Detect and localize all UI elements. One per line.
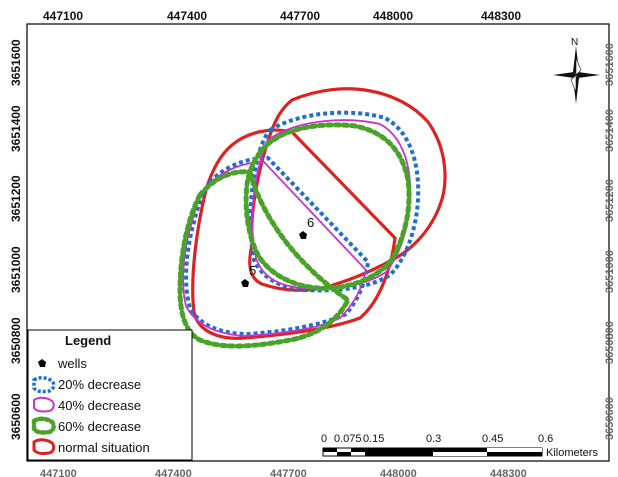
legend-label: wells	[57, 356, 87, 371]
legend-label: normal situation	[58, 440, 150, 455]
y-tick-left: 3650800	[9, 317, 23, 364]
forty-percent-zone-west	[182, 161, 367, 337]
north-label: N	[571, 37, 578, 48]
x-tick-top: 448000	[373, 9, 413, 23]
x-tick-bottom: 447100	[40, 468, 77, 477]
red-polygon-icon	[32, 438, 56, 456]
normal-situation-zone-west	[191, 128, 397, 340]
x-tick-bottom: 447400	[155, 468, 192, 477]
x-tick-bottom: 447700	[270, 468, 307, 477]
y-tick-left: 3651400	[9, 105, 23, 152]
legend-label: 40% decrease	[58, 398, 141, 413]
well-point-icon	[38, 359, 46, 367]
scale-tick-label: 0.15	[363, 433, 384, 445]
y-tick-right: 3650800	[604, 321, 616, 364]
twenty-percent-zone-east	[248, 110, 421, 293]
green-dotted-polygon-icon	[31, 416, 56, 435]
scale-tick-label: 0.075	[334, 433, 362, 445]
y-tick-right: 3651400	[604, 109, 616, 152]
y-tick-right: 3651200	[604, 179, 616, 222]
legend: Legend wells 20% decrease 40% decrease 6…	[27, 329, 193, 461]
sixty-percent-zone-east	[243, 122, 412, 291]
blue-dotted-polygon-icon	[32, 376, 56, 394]
y-tick-right: 3650600	[604, 397, 616, 440]
y-tick-left: 3650600	[9, 393, 23, 440]
north-arrow-icon: N	[553, 37, 600, 104]
x-tick-top: 448300	[481, 9, 521, 23]
y-tick-left: 3651600	[9, 39, 23, 86]
legend-label: 60% decrease	[58, 419, 141, 434]
scale-tick-label: 0.6	[538, 433, 553, 445]
x-tick-top: 447400	[167, 9, 207, 23]
x-tick-top: 447700	[280, 9, 320, 23]
legend-box	[27, 329, 193, 461]
well-label: 6	[307, 215, 314, 230]
scale-tick-label: 0	[321, 433, 327, 445]
scale-bar: 0 0.075 0.15 0.3 0.45 0.6 Kilometers	[321, 433, 598, 459]
normal-situation-zone-east	[248, 87, 447, 292]
capture-zones	[177, 87, 447, 349]
x-axis-top: 447100 447400 447700 448000 448300	[43, 9, 521, 23]
x-tick-bottom: 448000	[380, 468, 417, 477]
legend-title: Legend	[65, 333, 111, 348]
y-tick-left: 3651200	[9, 175, 23, 222]
scale-tick-label: 0.3	[426, 433, 441, 445]
wells-layer: 5 6	[241, 215, 314, 287]
x-tick-bottom: 448300	[490, 468, 527, 477]
legend-label: 20% decrease	[58, 377, 141, 392]
well-point[interactable]	[299, 231, 307, 239]
y-axis-right: 3651600 3651400 3651200 3651000 3650800 …	[604, 43, 616, 440]
y-axis-left: 3651600 3651400 3651200 3651000 3650800 …	[9, 39, 23, 440]
y-tick-right: 3651600	[604, 43, 616, 86]
y-tick-right: 3651000	[604, 250, 616, 293]
x-tick-top: 447100	[43, 9, 83, 23]
well-point[interactable]	[241, 279, 249, 287]
twenty-percent-zone-west	[184, 155, 371, 337]
x-axis-bottom: 447100 447400 447700 448000 448300	[40, 468, 527, 477]
magenta-polygon-icon	[33, 396, 55, 413]
sixty-percent-zone-west	[177, 169, 352, 349]
y-tick-left: 3651000	[9, 246, 23, 293]
scale-unit: Kilometers	[546, 447, 598, 459]
scale-tick-label: 0.45	[482, 433, 503, 445]
well-label: 5	[249, 263, 256, 278]
